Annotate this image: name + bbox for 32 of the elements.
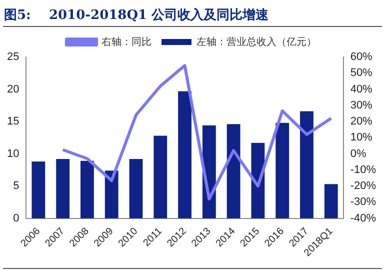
- bar: [226, 124, 240, 218]
- bar: [104, 170, 118, 218]
- bar: [251, 142, 265, 218]
- y2-tick-label: 60%: [350, 51, 373, 64]
- chart-title: 图5: 2010-2018Q1 公司收入及同比增速: [3, 6, 270, 25]
- y-tick-label: 5: [13, 180, 20, 192]
- y2-tick-label: 30%: [350, 99, 373, 112]
- legend-label: 左轴：营业总收入（亿元）: [196, 36, 316, 48]
- y2-tick-label: 50%: [350, 67, 373, 80]
- bar: [129, 158, 143, 218]
- y2-tick-label: -30%: [350, 196, 376, 208]
- y-tick-label: 10: [6, 148, 20, 160]
- bar: [80, 160, 94, 218]
- y2-tick-label: 0%: [350, 148, 366, 160]
- bar: [178, 91, 192, 218]
- y-tick-label: 20: [6, 83, 20, 96]
- bar: [56, 158, 70, 218]
- bar: [276, 122, 290, 218]
- bar: [154, 136, 168, 218]
- y-tick-label: 15: [6, 116, 20, 128]
- y2-tick-label: -40%: [350, 212, 376, 224]
- bar: [32, 162, 46, 218]
- y-tick-label: 25: [6, 51, 20, 64]
- y2-tick-label: 20%: [350, 116, 373, 128]
- y2-tick-label: 40%: [350, 83, 373, 96]
- y-tick-label: 0: [13, 212, 20, 224]
- bar: [300, 111, 314, 218]
- y2-tick-label: -20%: [350, 180, 376, 192]
- legend-label: 右轴：同比: [102, 36, 152, 48]
- y2-tick-label: -10%: [350, 164, 376, 176]
- bar: [324, 184, 338, 218]
- y2-tick-label: 10%: [350, 132, 373, 144]
